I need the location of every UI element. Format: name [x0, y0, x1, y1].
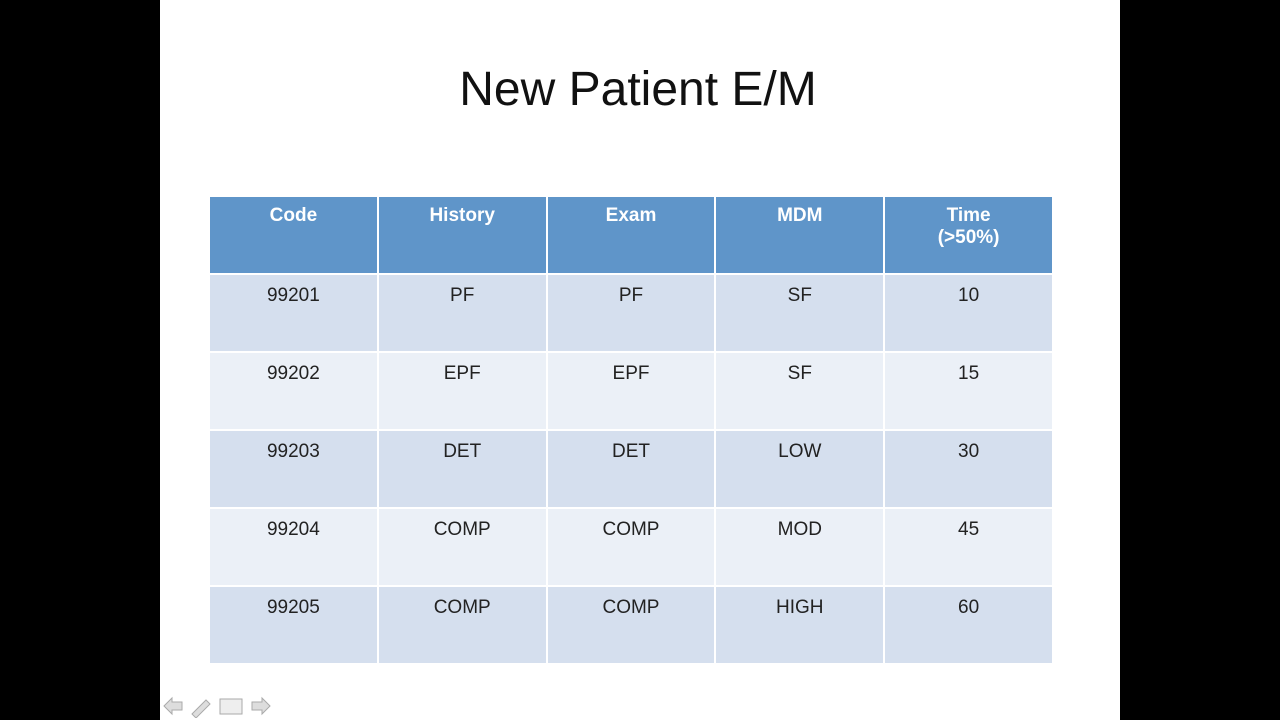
table-cell: COMP	[545, 507, 717, 587]
table-row: 99202 EPF EPF SF 15	[208, 351, 1054, 431]
table-cell: EPF	[376, 351, 548, 431]
table-cell: 15	[883, 351, 1054, 431]
table-cell: DET	[376, 429, 548, 509]
table-cell: 99205	[208, 585, 379, 665]
table-row: 99204 COMP COMP MOD 45	[208, 507, 1054, 587]
table-cell: LOW	[714, 429, 886, 509]
table-cell: SF	[714, 351, 886, 431]
next-button[interactable]	[251, 696, 271, 716]
prev-button[interactable]	[163, 696, 183, 716]
header-row: Code History Exam MDM Time (>50%)	[208, 195, 1054, 275]
table-cell: 99201	[208, 273, 379, 353]
table-cell: PF	[545, 273, 717, 353]
header-cell: Time (>50%)	[883, 195, 1054, 275]
table-cell: COMP	[545, 585, 717, 665]
table-cell: MOD	[714, 507, 886, 587]
header-cell: History	[376, 195, 548, 275]
header-cell: Exam	[545, 195, 717, 275]
slide-title: New Patient E/M	[459, 63, 817, 116]
slide-nav	[163, 696, 271, 718]
menu-button[interactable]	[219, 698, 243, 715]
table-row: 99205 COMP COMP HIGH 60	[208, 585, 1054, 665]
header-cell: MDM	[714, 195, 886, 275]
table-cell: EPF	[545, 351, 717, 431]
em-table: Code History Exam MDM Time (>50%) 99201 PF PF S…	[208, 195, 1054, 665]
table-cell: PF	[376, 273, 548, 353]
table-cell: COMP	[376, 585, 548, 665]
table-cell: 99203	[208, 429, 379, 509]
header-cell: Code	[208, 195, 379, 275]
pen-button[interactable]	[191, 699, 211, 718]
table-cell: 45	[883, 507, 1054, 587]
table-cell: HIGH	[714, 585, 886, 665]
table-cell: 60	[883, 585, 1054, 665]
table-row: 99201 PF PF SF 10	[208, 273, 1054, 353]
table-cell: 10	[883, 273, 1054, 353]
table-cell: COMP	[376, 507, 548, 587]
slide: New Patient E/M Code History Exam MDM Time (…	[160, 0, 1120, 720]
table-cell: DET	[545, 429, 717, 509]
table-body: 99201 PF PF SF 10 99202 EPF EPF SF 15 99203 DET DET L…	[208, 273, 1054, 665]
table-row: 99203 DET DET LOW 30	[208, 429, 1054, 509]
table-cell: 99202	[208, 351, 379, 431]
table-cell: 99204	[208, 507, 379, 587]
table-cell: SF	[714, 273, 886, 353]
table-cell: 30	[883, 429, 1054, 509]
